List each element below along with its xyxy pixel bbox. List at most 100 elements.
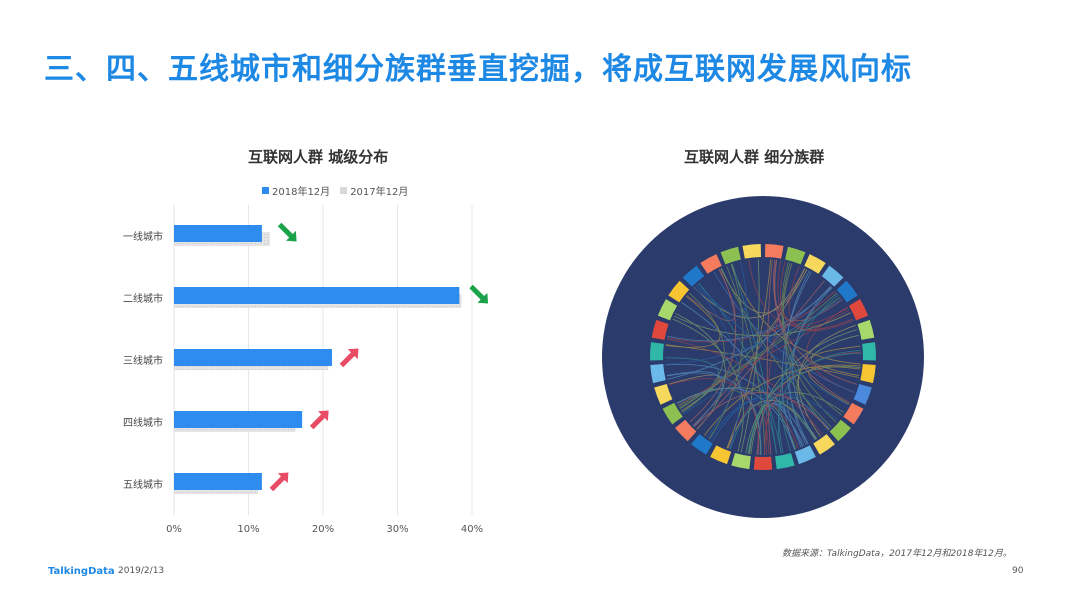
chord-ribbon — [689, 268, 737, 423]
chord-ribbon — [665, 363, 805, 447]
chord-ribbon — [678, 292, 838, 407]
chord-segment — [785, 246, 806, 265]
chord-ribbon — [782, 262, 843, 416]
brand-logo: TalkingData — [48, 566, 115, 577]
chord-ribbon — [781, 271, 812, 450]
chord-ribbon — [777, 350, 861, 454]
bar-2018 — [174, 287, 460, 304]
chord-ribbon — [693, 268, 806, 319]
chord-ribbon — [703, 364, 861, 436]
chord-ribbon — [666, 371, 723, 427]
chord-ribbon — [698, 282, 782, 454]
chord-ribbon — [713, 271, 855, 393]
chord-segment — [651, 319, 669, 340]
bar-2018 — [174, 225, 262, 242]
chord-segment — [836, 280, 858, 303]
chord-ribbons — [665, 259, 861, 455]
chord-ribbon — [666, 338, 824, 435]
chord-ribbon — [726, 265, 766, 455]
chord-segment — [650, 342, 664, 361]
category-label: 二线城市 — [123, 292, 163, 305]
chord-ribbon — [789, 287, 833, 446]
chord-chart — [602, 196, 924, 518]
category-label: 一线城市 — [123, 230, 163, 243]
chord-ribbon — [778, 294, 839, 454]
chord-ribbon — [696, 280, 825, 430]
chord-segment — [682, 265, 705, 287]
chord-segment — [731, 452, 751, 470]
chord-ribbon — [712, 392, 839, 442]
chord-ribbon — [782, 263, 829, 431]
legend-label-2017: 2017年12月 — [350, 187, 409, 198]
chord-segment — [848, 299, 869, 321]
legend-swatch-2018 — [262, 187, 269, 194]
chord-segment — [650, 364, 666, 384]
chord-ribbon — [781, 262, 837, 423]
chord-segment — [813, 434, 835, 455]
chord-ribbon — [683, 390, 731, 438]
chord-segment — [753, 456, 773, 470]
data-source-note: 数据来源：TalkingData，2017年12月和2018年12月。 — [782, 549, 1012, 559]
bar-chart-title: 互联网人群 城级分布 — [248, 148, 389, 166]
chord-ribbon — [665, 297, 842, 365]
trend-down-arrow-icon — [277, 222, 297, 242]
chord-ribbon — [697, 261, 747, 316]
chord-ribbon — [811, 345, 861, 377]
chord-segment — [700, 254, 722, 274]
category-label: 五线城市 — [123, 478, 163, 491]
chord-ribbon — [679, 296, 841, 409]
chord-ribbon — [681, 302, 803, 447]
chord-ribbon — [766, 259, 773, 455]
chord-ribbon — [665, 295, 721, 348]
chord-ribbon — [747, 352, 861, 454]
x-tick-label: 0% — [166, 524, 182, 535]
chord-segment — [857, 319, 875, 340]
chord-ribbon — [732, 263, 778, 455]
chord-ribbon — [729, 404, 777, 455]
chord-chart-title: 互联网人群 细分族群 — [684, 148, 825, 166]
chord-segment — [654, 383, 673, 405]
chord-ribbon — [780, 261, 849, 325]
chord-ribbon — [780, 400, 816, 452]
legend-item-2018: 2018年12月 — [262, 183, 330, 198]
chord-segment — [775, 452, 795, 470]
chord-segment — [742, 244, 762, 259]
chord-segment — [862, 342, 876, 361]
chord-segment — [710, 445, 732, 465]
x-tick-label: 30% — [386, 524, 408, 535]
trend-up-arrow-icon — [309, 410, 329, 430]
chord-ribbon — [792, 285, 831, 440]
chord-ribbon — [773, 259, 858, 385]
page-title: 三、四、五线城市和细分族群垂直挖掘，将成互联网发展风向标 — [44, 52, 912, 87]
chord-segment — [691, 434, 713, 455]
x-tick-label: 40% — [461, 524, 483, 535]
chord-segment — [853, 383, 872, 405]
page-number: 90 — [1012, 566, 1024, 576]
chord-segment — [764, 244, 784, 259]
x-tick-label: 20% — [312, 524, 334, 535]
chord-ribbon — [668, 374, 720, 412]
chord-segment — [821, 265, 844, 287]
chord-ribbon — [666, 372, 762, 455]
bar-chart-legend: 2018年12月 2017年12月 — [262, 183, 408, 198]
footer-date: 2019/2/13 — [118, 566, 165, 576]
chord-background — [602, 196, 924, 518]
chord-segment — [720, 246, 741, 265]
trend-up-arrow-icon — [339, 348, 359, 368]
chord-segment — [843, 402, 864, 425]
chord-ribbon — [808, 366, 861, 405]
legend-swatch-2017 — [340, 187, 348, 194]
legend-item-2017: 2017年12月 — [340, 183, 408, 198]
chord-ribbon — [665, 344, 859, 378]
chord-segment — [804, 254, 826, 274]
chord-ribbon — [726, 259, 772, 449]
chord-segment — [657, 299, 678, 321]
bar-2018 — [174, 349, 332, 366]
chord-ribbon — [676, 387, 796, 450]
chord-segment — [829, 419, 851, 442]
chord-ribbon — [693, 392, 830, 430]
chord-ribbon — [756, 403, 799, 455]
x-tick-label: 10% — [237, 524, 259, 535]
bar-2018 — [174, 473, 262, 490]
